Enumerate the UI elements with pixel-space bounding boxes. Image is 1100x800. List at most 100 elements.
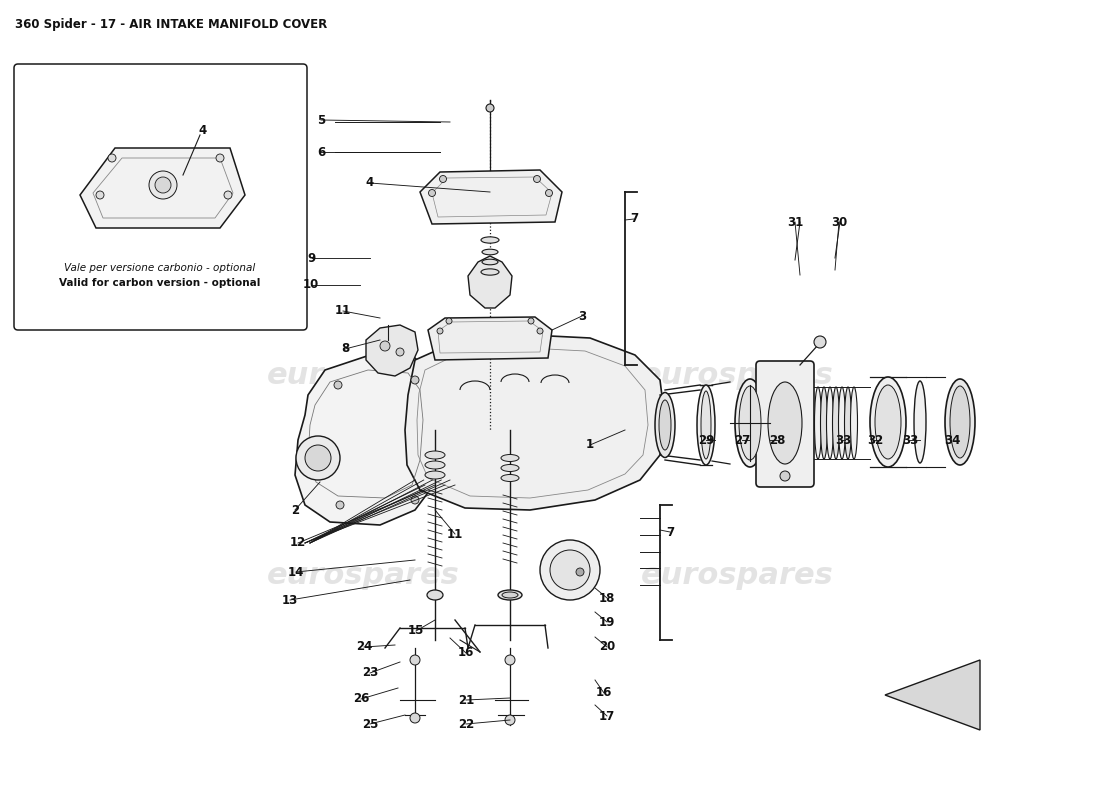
Circle shape: [780, 471, 790, 481]
Circle shape: [296, 436, 340, 480]
Ellipse shape: [482, 259, 498, 265]
Circle shape: [334, 381, 342, 389]
Circle shape: [528, 318, 534, 324]
Text: 25: 25: [362, 718, 378, 730]
Circle shape: [410, 655, 420, 665]
Text: Vale per versione carbonio - optional: Vale per versione carbonio - optional: [65, 263, 255, 273]
Text: 10: 10: [302, 278, 319, 291]
Ellipse shape: [482, 250, 498, 254]
Circle shape: [411, 496, 419, 504]
Circle shape: [411, 376, 419, 384]
Circle shape: [410, 713, 420, 723]
Circle shape: [550, 550, 590, 590]
Ellipse shape: [481, 269, 499, 275]
Text: 33: 33: [835, 434, 851, 446]
Ellipse shape: [697, 385, 715, 465]
Text: 9: 9: [308, 251, 316, 265]
Text: 15: 15: [408, 625, 425, 638]
Text: 360 Spider - 17 - AIR INTAKE MANIFOLD COVER: 360 Spider - 17 - AIR INTAKE MANIFOLD CO…: [15, 18, 328, 31]
Polygon shape: [428, 317, 552, 360]
Text: 6: 6: [317, 146, 326, 158]
Text: 18: 18: [598, 591, 615, 605]
Text: 1: 1: [586, 438, 594, 451]
Text: eurospares: eurospares: [640, 362, 834, 390]
Text: 29: 29: [697, 434, 714, 446]
Circle shape: [540, 540, 600, 600]
Ellipse shape: [845, 387, 851, 459]
Text: 7: 7: [666, 526, 674, 538]
Ellipse shape: [425, 451, 446, 459]
Text: 11: 11: [447, 527, 463, 541]
Ellipse shape: [838, 387, 846, 459]
Polygon shape: [405, 335, 666, 510]
Circle shape: [446, 318, 452, 324]
Text: 33: 33: [902, 434, 918, 446]
Ellipse shape: [701, 391, 711, 459]
Text: 28: 28: [769, 434, 785, 446]
Text: 23: 23: [362, 666, 378, 679]
Ellipse shape: [498, 590, 522, 600]
Circle shape: [108, 154, 115, 162]
Circle shape: [440, 175, 447, 182]
Text: 30: 30: [830, 215, 847, 229]
Circle shape: [148, 171, 177, 199]
Polygon shape: [420, 170, 562, 224]
Circle shape: [336, 501, 344, 509]
Circle shape: [486, 104, 494, 112]
Text: 16: 16: [596, 686, 613, 699]
Ellipse shape: [814, 387, 822, 459]
Polygon shape: [886, 660, 980, 730]
Text: 5: 5: [317, 114, 326, 126]
Text: 3: 3: [578, 310, 586, 322]
Ellipse shape: [481, 237, 499, 243]
Text: eurospares: eurospares: [640, 562, 834, 590]
Text: 27: 27: [734, 434, 750, 446]
Text: 17: 17: [598, 710, 615, 722]
Text: Valid for carbon version - optional: Valid for carbon version - optional: [59, 278, 261, 288]
Circle shape: [576, 568, 584, 576]
Text: 11: 11: [334, 305, 351, 318]
Ellipse shape: [870, 377, 906, 467]
Circle shape: [546, 190, 552, 197]
Text: 34: 34: [944, 434, 960, 446]
Ellipse shape: [950, 386, 970, 458]
Polygon shape: [80, 148, 245, 228]
Text: 4: 4: [366, 177, 374, 190]
Ellipse shape: [654, 393, 675, 458]
Text: 16: 16: [458, 646, 474, 659]
Text: 2: 2: [290, 503, 299, 517]
Text: eurospares: eurospares: [266, 562, 460, 590]
Text: 20: 20: [598, 641, 615, 654]
Ellipse shape: [914, 381, 926, 463]
Text: 21: 21: [458, 694, 474, 706]
Ellipse shape: [826, 387, 834, 459]
Text: 19: 19: [598, 615, 615, 629]
Text: eurospares: eurospares: [266, 362, 460, 390]
Circle shape: [537, 328, 543, 334]
FancyBboxPatch shape: [14, 64, 307, 330]
Polygon shape: [295, 355, 440, 525]
Ellipse shape: [427, 590, 443, 600]
Circle shape: [305, 445, 331, 471]
Text: 24: 24: [355, 641, 372, 654]
Circle shape: [379, 341, 390, 351]
FancyBboxPatch shape: [756, 361, 814, 487]
Circle shape: [216, 154, 224, 162]
Text: 8: 8: [341, 342, 349, 355]
Text: 7: 7: [630, 213, 638, 226]
Polygon shape: [468, 256, 512, 308]
Ellipse shape: [945, 379, 975, 465]
Polygon shape: [366, 325, 418, 376]
Ellipse shape: [821, 387, 827, 459]
Ellipse shape: [739, 386, 761, 460]
Circle shape: [437, 328, 443, 334]
Circle shape: [155, 177, 170, 193]
Circle shape: [814, 336, 826, 348]
Ellipse shape: [500, 454, 519, 462]
Ellipse shape: [735, 379, 764, 467]
Ellipse shape: [874, 385, 901, 459]
Ellipse shape: [425, 461, 446, 469]
Ellipse shape: [500, 465, 519, 471]
Text: 32: 32: [867, 434, 883, 446]
Ellipse shape: [502, 592, 518, 598]
